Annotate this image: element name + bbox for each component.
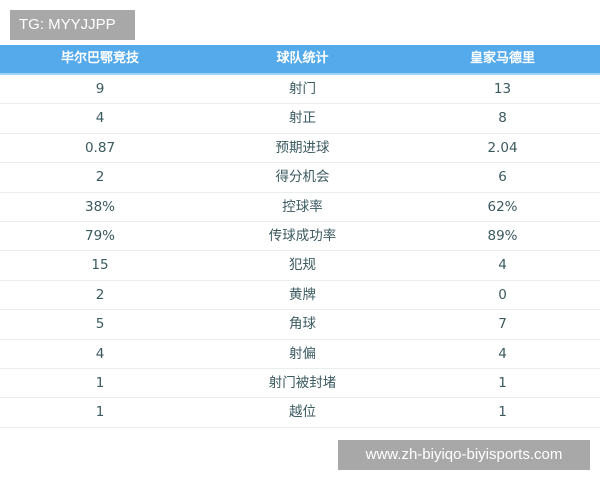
watermark-bottom: www.zh-biyiqo-biyisports.com (338, 440, 590, 470)
home-value: 5 (95, 316, 105, 333)
table-row: 9 射门 13 (0, 75, 600, 105)
home-value: 1 (95, 404, 105, 421)
away-value: 7 (498, 316, 507, 333)
stat-name: 射正 (289, 110, 316, 127)
away-value: 4 (498, 257, 507, 274)
home-value: 0.87 (84, 139, 116, 156)
stat-name: 射偏 (289, 345, 316, 362)
away-value: 89% (487, 227, 518, 244)
home-value: 38% (84, 198, 115, 215)
away-value: 2.04 (487, 139, 518, 156)
table-row: 1 射门被封堵 1 (0, 369, 600, 399)
stats-table: 毕尔巴鄂竞技 球队统计 皇家马德里 9 射门 13 4 射正 8 0.87 预期进球 2.04 2… (0, 45, 600, 428)
table-row: 2 黄牌 0 (0, 281, 600, 311)
stat-name: 角球 (289, 316, 316, 333)
table-row: 1 越位 1 (0, 398, 600, 428)
table-row: 5 角球 7 (0, 310, 600, 340)
stat-name: 传球成功率 (268, 227, 337, 244)
home-value: 2 (95, 286, 105, 303)
stat-name: 黄牌 (289, 286, 316, 303)
stat-name: 控球率 (282, 198, 323, 215)
home-value: 4 (95, 110, 105, 127)
away-value: 62% (487, 198, 518, 215)
watermark-top: TG: MYYJJPP (10, 10, 135, 40)
header-stat: 球队统计 (276, 51, 329, 66)
away-value: 0 (498, 286, 507, 303)
stat-name: 射门被封堵 (268, 374, 337, 391)
away-value: 6 (498, 169, 507, 186)
table-row: 0.87 预期进球 2.04 (0, 134, 600, 164)
away-value: 4 (498, 345, 507, 362)
table-row: 4 射正 8 (0, 104, 600, 134)
table-row: 15 犯规 4 (0, 251, 600, 281)
home-value: 9 (95, 81, 105, 97)
away-value: 8 (498, 110, 507, 127)
home-value: 4 (95, 345, 105, 362)
table-row: 2 得分机会 6 (0, 163, 600, 193)
table-row: 38% 控球率 62% (0, 193, 600, 222)
stat-name: 得分机会 (275, 169, 330, 186)
home-value: 15 (91, 257, 109, 274)
stat-name: 射门 (289, 81, 316, 97)
header-away-team: 皇家马德里 (469, 51, 535, 66)
away-value: 13 (493, 81, 512, 97)
stat-name: 预期进球 (275, 139, 330, 156)
away-value: 1 (498, 374, 507, 391)
home-value: 2 (95, 169, 105, 186)
home-value: 1 (95, 374, 105, 391)
table-row: 79% 传球成功率 89% (0, 222, 600, 252)
stat-name: 犯规 (289, 257, 316, 274)
away-value: 1 (498, 404, 507, 421)
home-value: 79% (84, 227, 115, 244)
header-home-team: 毕尔巴鄂竞技 (60, 51, 139, 66)
table-header: 毕尔巴鄂竞技 球队统计 皇家马德里 (0, 45, 600, 75)
stat-name: 越位 (289, 404, 316, 421)
table-row: 4 射偏 4 (0, 340, 600, 369)
